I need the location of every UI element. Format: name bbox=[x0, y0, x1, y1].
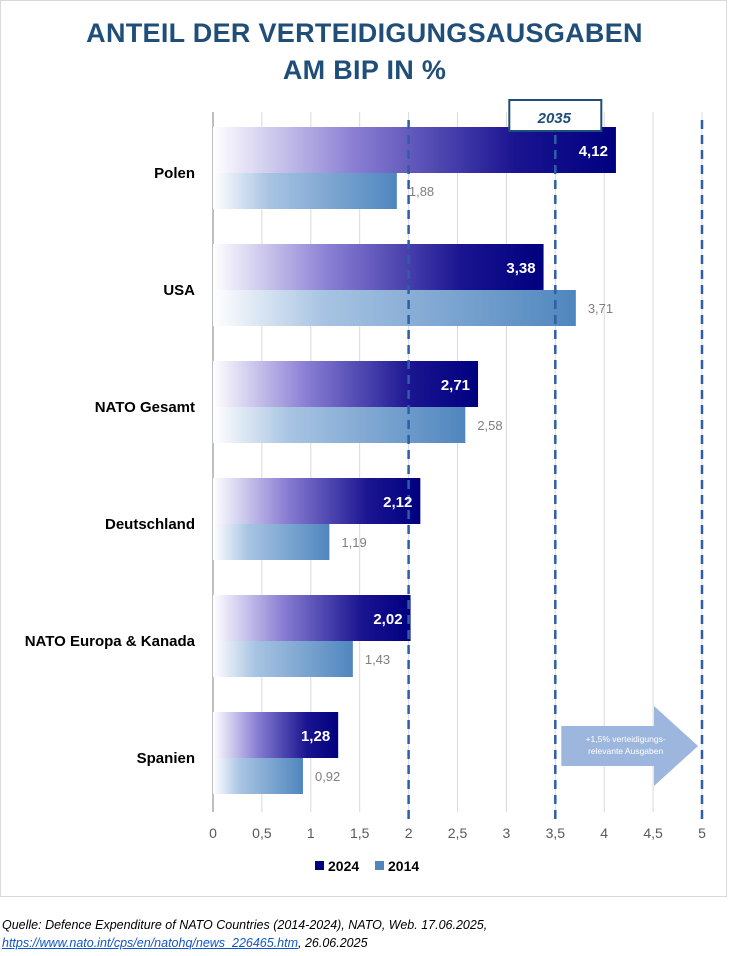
category-label: USA bbox=[163, 282, 195, 299]
category-label: NATO Gesamt bbox=[95, 399, 195, 416]
data-label-2024: 2,12 bbox=[383, 494, 412, 511]
legend-label-2014: 2014 bbox=[388, 858, 419, 874]
bar-2014 bbox=[213, 173, 397, 209]
x-tick-label: 2,5 bbox=[448, 825, 468, 841]
bar-2024 bbox=[213, 244, 544, 290]
x-tick-label: 2 bbox=[405, 825, 413, 841]
x-tick-label: 0,5 bbox=[252, 825, 272, 841]
bar-2014 bbox=[213, 290, 576, 326]
legend-label-2024: 2024 bbox=[328, 858, 359, 874]
data-label-2014: 2,58 bbox=[477, 418, 502, 433]
x-tick-label: 5 bbox=[698, 825, 706, 841]
annotation-box-2035 bbox=[508, 99, 603, 132]
bar-2024 bbox=[213, 595, 411, 641]
data-label-2024: 4,12 bbox=[579, 143, 608, 160]
category-label: NATO Europa & Kanada bbox=[25, 633, 196, 650]
legend-swatch-2014 bbox=[375, 861, 384, 870]
x-tick-label: 3,5 bbox=[546, 825, 566, 841]
source-date: , 26.06.2025 bbox=[298, 936, 368, 950]
x-tick-label: 1 bbox=[307, 825, 315, 841]
bar-2024 bbox=[213, 478, 421, 524]
category-label: Spanien bbox=[137, 750, 195, 767]
x-tick-label: 4,5 bbox=[643, 825, 663, 841]
arrow-text-line1: +1,5% verteidigungs- bbox=[586, 734, 666, 744]
chart-title-line2: AM BIP IN % bbox=[282, 55, 447, 85]
source-line1: Quelle: Defence Expenditure of NATO Coun… bbox=[2, 918, 488, 932]
data-label-2014: 1,19 bbox=[341, 535, 366, 550]
bar-2014 bbox=[213, 407, 466, 443]
arrow-shape bbox=[561, 706, 698, 786]
data-label-2014: 0,92 bbox=[315, 769, 340, 784]
bar-2014 bbox=[213, 524, 330, 560]
bar-2014 bbox=[213, 758, 303, 794]
data-label-2014: 1,88 bbox=[409, 184, 434, 199]
data-label-2024: 1,28 bbox=[301, 728, 330, 745]
bar-2024 bbox=[213, 127, 616, 173]
x-tick-label: 1,5 bbox=[350, 825, 370, 841]
bar-2024 bbox=[213, 712, 339, 758]
data-label-2014: 1,43 bbox=[365, 652, 390, 667]
source-link[interactable]: https://www.nato.int/cps/en/natohq/news_… bbox=[2, 936, 299, 950]
category-label: Deutschland bbox=[105, 516, 195, 533]
x-tick-label: 0 bbox=[209, 825, 217, 841]
bar-2024 bbox=[213, 361, 479, 407]
data-label-2024: 2,71 bbox=[441, 377, 470, 394]
chart-title-line1: ANTEIL DER VERTEIDIGUNGSAUSGABEN bbox=[86, 18, 643, 48]
bar-2014 bbox=[213, 641, 353, 677]
data-label-2014: 3,71 bbox=[588, 301, 613, 316]
chart-frame bbox=[0, 0, 727, 897]
bar-chart: 2035+1,5% verteidigungs-relevante Ausgab… bbox=[25, 99, 706, 874]
x-tick-label: 4 bbox=[600, 825, 608, 841]
source-line2: https://www.nato.int/cps/en/natohq/news_… bbox=[2, 936, 368, 950]
data-label-2024: 2,02 bbox=[373, 611, 402, 628]
data-label-2024: 3,38 bbox=[506, 260, 535, 277]
legend-swatch-2024 bbox=[315, 861, 324, 870]
x-tick-label: 3 bbox=[503, 825, 511, 841]
annotation-box-text: 2035 bbox=[537, 110, 572, 127]
arrow-text-line2: relevante Ausgaben bbox=[588, 746, 663, 756]
category-label: Polen bbox=[154, 165, 195, 182]
